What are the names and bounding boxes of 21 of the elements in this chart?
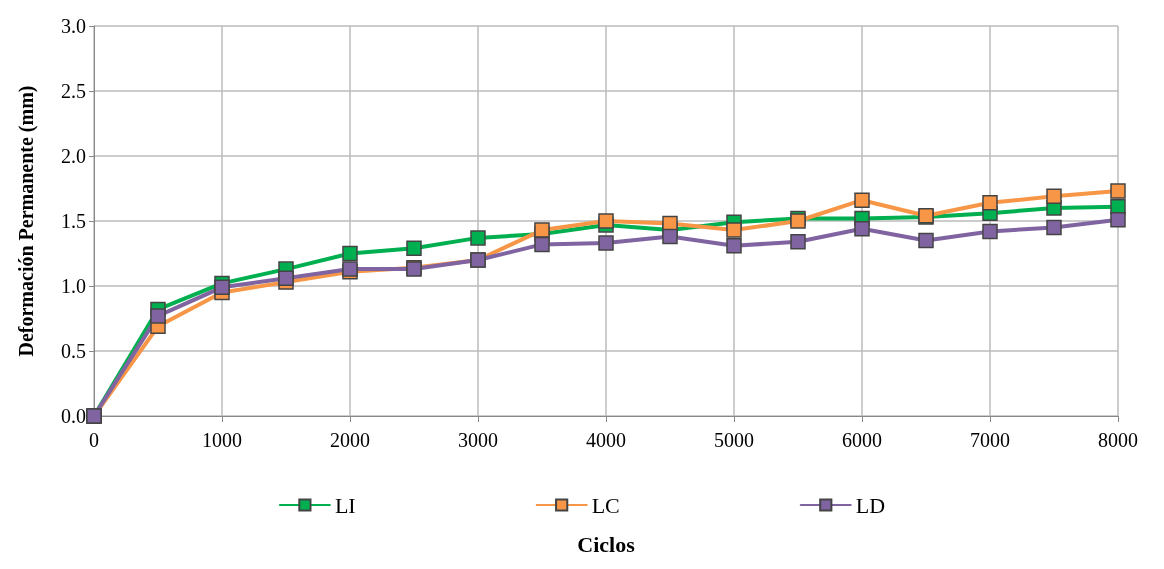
x-tick-label: 6000 xyxy=(842,429,882,451)
x-tick-label: 0 xyxy=(89,429,99,451)
legend-label: LC xyxy=(591,492,620,518)
y-tick-label: 0.5 xyxy=(61,340,86,362)
y-tick-label: 3.0 xyxy=(61,15,86,37)
x-axis-title: Ciclos xyxy=(577,531,636,557)
y-tick-label: 1.5 xyxy=(61,210,86,232)
x-tick-label: 4000 xyxy=(586,429,626,451)
y-tick-label: 2.0 xyxy=(61,145,86,167)
x-tick-label: 1000 xyxy=(202,429,242,451)
x-tick-label: 3000 xyxy=(458,429,498,451)
y-tick-label: 0.0 xyxy=(61,405,86,427)
y-axis-title: Deformación Permanente (mm) xyxy=(15,85,38,357)
legend-label: LD xyxy=(855,492,886,518)
x-tick-label: 2000 xyxy=(330,429,370,451)
legend-label: LI xyxy=(334,492,356,518)
x-tick-label: 5000 xyxy=(714,429,754,451)
y-tick-label: 2.5 xyxy=(61,80,86,102)
y-tick-label: 1.0 xyxy=(61,275,86,297)
x-tick-label: 7000 xyxy=(970,429,1010,451)
x-tick-label: 8000 xyxy=(1098,429,1138,451)
